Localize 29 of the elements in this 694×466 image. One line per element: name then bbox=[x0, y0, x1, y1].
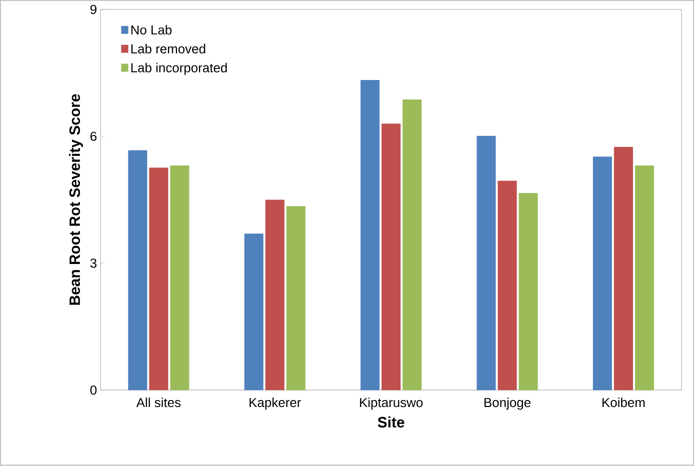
x-tick-label: All sites bbox=[136, 398, 181, 408]
x-axis-title: Site bbox=[378, 416, 404, 428]
bar bbox=[244, 234, 264, 390]
bar bbox=[170, 166, 190, 390]
bar bbox=[149, 168, 168, 390]
bar bbox=[518, 193, 538, 390]
legend-label: No Lab bbox=[131, 25, 172, 35]
y-axis-title: Bean Root Rot Severity Score bbox=[69, 94, 83, 306]
bar bbox=[128, 150, 148, 390]
bar bbox=[614, 147, 633, 390]
x-tick-label: Kapkerer bbox=[250, 398, 301, 410]
bar bbox=[402, 100, 422, 390]
bar bbox=[498, 180, 517, 390]
bar bbox=[382, 124, 401, 390]
y-tick-label: 9 bbox=[90, 5, 96, 14]
bar bbox=[592, 156, 612, 390]
x-tick-label: Koibem bbox=[602, 398, 645, 408]
bar bbox=[265, 200, 284, 390]
y-tick-label: 3 bbox=[90, 258, 96, 268]
bar bbox=[286, 206, 306, 390]
bar bbox=[634, 166, 654, 390]
x-tick-label: Bonjoge bbox=[484, 398, 530, 410]
y-tick-label: 6 bbox=[90, 132, 96, 142]
bar bbox=[360, 80, 380, 390]
y-tick-label: 0 bbox=[90, 386, 97, 395]
x-tick-label: Kiptaruswo bbox=[360, 398, 423, 410]
bar bbox=[476, 136, 496, 390]
legend-label: Lab incorporated bbox=[131, 63, 227, 76]
legend-label: Lab removed bbox=[131, 44, 206, 54]
